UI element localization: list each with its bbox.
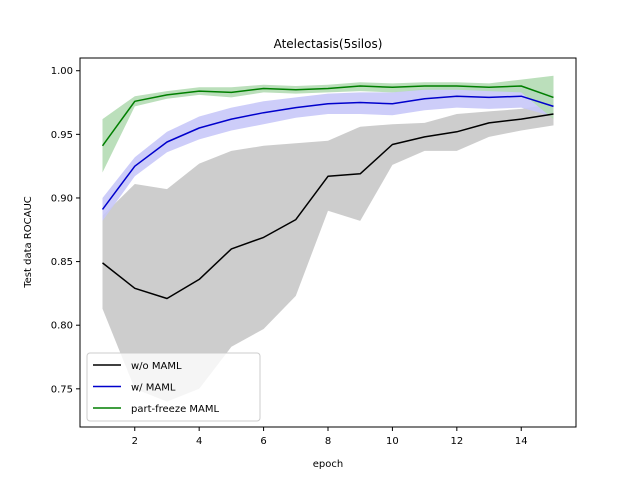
x-tick-label: 8 xyxy=(325,436,331,447)
y-tick-label: 1.00 xyxy=(51,66,73,77)
x-tick-label: 6 xyxy=(260,436,266,447)
y-tick-label: 0.90 xyxy=(51,193,73,204)
band-w-o-maml xyxy=(102,103,554,402)
band-w-maml xyxy=(102,86,554,221)
x-axis-ticks: 2 4 6 8 10 12 14 xyxy=(132,427,528,447)
y-tick-label: 0.85 xyxy=(51,257,73,268)
y-axis-label: Test data ROCAUC xyxy=(23,196,34,289)
x-tick-label: 4 xyxy=(196,436,202,447)
y-tick-label: 0.80 xyxy=(51,321,73,332)
x-tick-label: 2 xyxy=(132,436,138,447)
x-tick-label: 12 xyxy=(450,436,463,447)
x-tick-label: 14 xyxy=(515,436,528,447)
y-axis-ticks: 0.75 0.80 0.85 0.90 0.95 1.00 xyxy=(51,66,80,395)
series-line-w-o-maml xyxy=(102,113,554,300)
y-tick-label: 0.75 xyxy=(51,384,73,395)
legend-label-part-freeze-maml: part-freeze MAML xyxy=(131,404,220,415)
y-tick-label: 0.95 xyxy=(51,130,73,141)
band-part-freeze-maml xyxy=(102,75,554,173)
chart-title: Atelectasis(5silos) xyxy=(274,37,383,51)
confidence-bands xyxy=(102,75,554,402)
x-axis-label: epoch xyxy=(313,459,343,470)
series-line-w-maml xyxy=(101,95,554,210)
series-line-part-freeze-maml xyxy=(101,85,554,147)
x-tick-label: 10 xyxy=(386,436,399,447)
legend-box xyxy=(86,352,261,422)
series-lines xyxy=(101,85,554,300)
legend-label-w-maml: w/ MAML xyxy=(131,383,176,394)
legend: w/o MAML w/ MAML part-freeze MAML xyxy=(86,352,261,422)
legend-label-w-o-maml: w/o MAML xyxy=(131,361,182,372)
